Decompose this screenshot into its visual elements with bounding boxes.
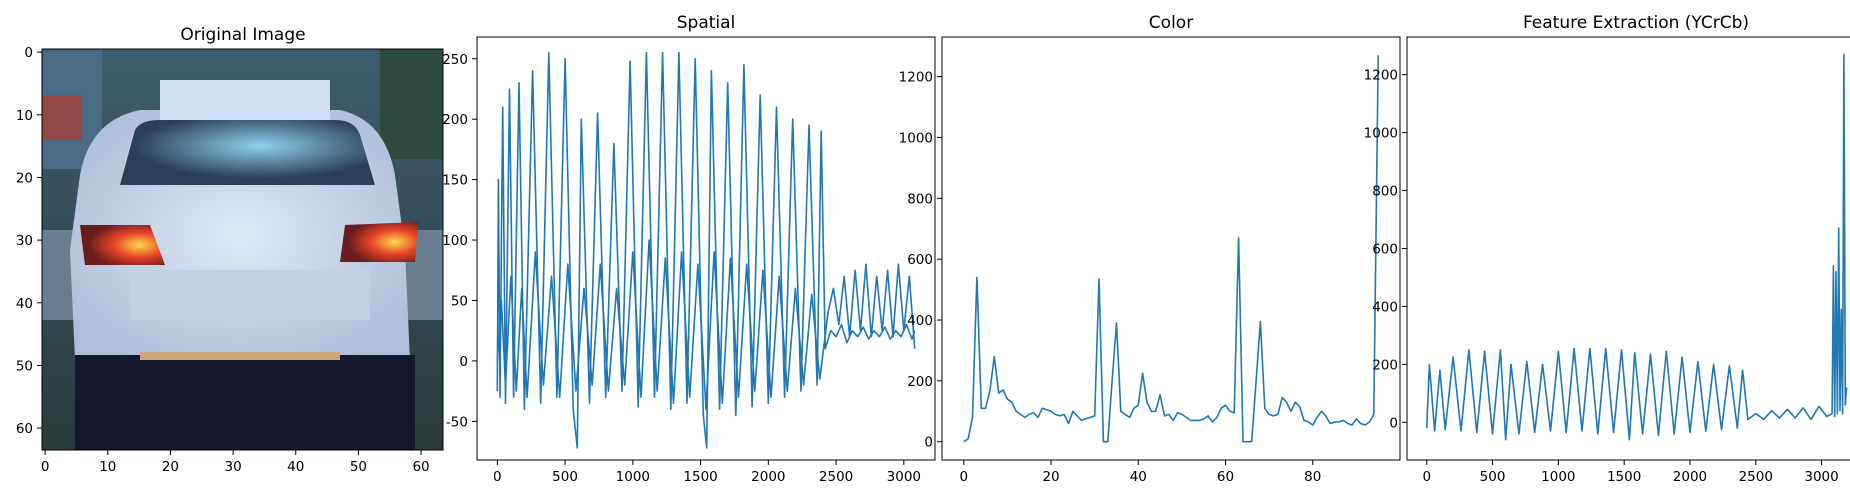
image-x-tick-label: 20 bbox=[162, 459, 179, 475]
image-x-tick-label: 40 bbox=[287, 459, 304, 475]
y-tick-label: 0 bbox=[924, 435, 933, 451]
x-tick-label: 0 bbox=[960, 469, 969, 485]
image-x-tick-label: 10 bbox=[99, 459, 116, 475]
x-tick-label: 1500 bbox=[1607, 469, 1641, 485]
y-tick-label: 1200 bbox=[1364, 68, 1398, 84]
y-tick-label: -50 bbox=[446, 414, 468, 430]
panel-title-spatial: Spatial bbox=[677, 13, 736, 33]
image-y-tick-label: 50 bbox=[16, 358, 33, 374]
panel-title-original-image: Original Image bbox=[180, 25, 305, 45]
series-line bbox=[963, 55, 1379, 443]
y-tick-label: 800 bbox=[907, 191, 933, 207]
x-tick-label: 60 bbox=[1217, 469, 1234, 485]
x-tick-label: 1500 bbox=[683, 469, 717, 485]
x-tick-label: 3000 bbox=[1804, 469, 1838, 485]
y-tick-label: 400 bbox=[1372, 299, 1398, 315]
x-tick-label: 1000 bbox=[616, 469, 650, 485]
y-tick-label: 600 bbox=[907, 252, 933, 268]
y-tick-label: 400 bbox=[907, 313, 933, 329]
y-tick-label: 250 bbox=[442, 52, 468, 68]
x-tick-label: 80 bbox=[1304, 469, 1321, 485]
image-y-ticks: 0 10 20 30 40 50 60 bbox=[16, 45, 42, 437]
image-y-tick-label: 30 bbox=[16, 233, 33, 249]
y-tick-label: 50 bbox=[451, 293, 468, 309]
y-tick-label: 1000 bbox=[1364, 126, 1398, 142]
y-tick-label: 1000 bbox=[899, 130, 933, 146]
x-tick-label: 500 bbox=[552, 469, 578, 485]
series-line bbox=[496, 51, 916, 449]
x-tick-label: 40 bbox=[1130, 469, 1147, 485]
x-tick-label: 20 bbox=[1042, 469, 1059, 485]
y-tick-label: 200 bbox=[907, 374, 933, 390]
y-tick-label: 200 bbox=[1372, 357, 1398, 373]
image-y-tick-label: 0 bbox=[24, 45, 33, 61]
y-tick-label: 150 bbox=[442, 173, 468, 189]
panel-original-image: Original Image bbox=[16, 25, 444, 475]
x-tick-label: 0 bbox=[493, 469, 502, 485]
y-tick-label: 800 bbox=[1372, 184, 1398, 200]
panel-spatial: Spatial 0 500 1000 1500 2000 2500 3000-5005010… bbox=[442, 13, 936, 485]
image-y-tick-label: 60 bbox=[16, 421, 33, 437]
axes-frame bbox=[476, 36, 936, 461]
feature-extraction-chart: 0 500 1000 1500 2000 2500 3000 0 200 400 600 800 100… bbox=[1364, 36, 1850, 485]
image-x-tick-label: 0 bbox=[41, 459, 50, 475]
series-line bbox=[496, 239, 916, 411]
image-x-tick-label: 50 bbox=[350, 459, 367, 475]
x-tick-label: 2000 bbox=[1673, 469, 1707, 485]
image-frame bbox=[41, 48, 444, 451]
y-tick-label: 1200 bbox=[899, 70, 933, 86]
y-tick-label: 600 bbox=[1372, 242, 1398, 258]
image-x-tick-label: 30 bbox=[225, 459, 242, 475]
x-tick-label: 2000 bbox=[751, 469, 785, 485]
y-tick-label: 100 bbox=[442, 233, 468, 249]
panel-title-feature-extraction: Feature Extraction (YCrCb) bbox=[1523, 13, 1749, 33]
y-tick-label: 200 bbox=[442, 112, 468, 128]
x-tick-label: 1000 bbox=[1541, 469, 1575, 485]
image-y-tick-label: 40 bbox=[16, 296, 33, 312]
x-tick-label: 2500 bbox=[819, 469, 853, 485]
image-x-tick-label: 60 bbox=[412, 459, 429, 475]
x-tick-label: 0 bbox=[1422, 469, 1431, 485]
image-x-ticks: 0 10 20 30 40 50 60 bbox=[41, 450, 430, 475]
car-image bbox=[42, 49, 443, 450]
x-tick-label: 2500 bbox=[1739, 469, 1773, 485]
image-y-tick-label: 20 bbox=[16, 170, 33, 186]
panel-feature-extraction: Feature Extraction (YCrCb) 0 500 1000 1500 2… bbox=[1364, 13, 1850, 485]
spatial-chart: 0 500 1000 1500 2000 2500 3000-500501001502002… bbox=[442, 36, 936, 485]
y-tick-label: 0 bbox=[459, 354, 468, 370]
panel-title-color: Color bbox=[1149, 13, 1193, 33]
y-tick-label: 0 bbox=[1389, 415, 1398, 431]
axes-frame bbox=[941, 36, 1401, 461]
image-y-tick-label: 10 bbox=[16, 108, 33, 124]
series-line bbox=[1425, 53, 1848, 441]
x-tick-label: 500 bbox=[1480, 469, 1506, 485]
x-tick-label: 3000 bbox=[887, 469, 921, 485]
